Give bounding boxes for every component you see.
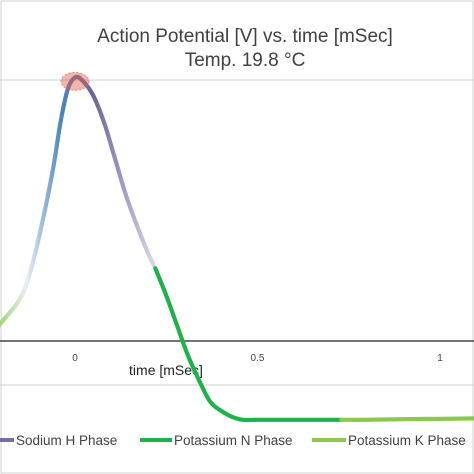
- legend: Sodium H Phase Potassium N Phase Potassi…: [0, 433, 466, 448]
- peak-marker: [60, 71, 90, 91]
- legend-label-potassium-n: Potassium N Phase: [174, 433, 293, 448]
- legend-item-potassium-k: Potassium K Phase: [312, 433, 466, 448]
- series-sodium-h-line: [0, 74, 158, 328]
- legend-label-sodium-h: Sodium H Phase: [16, 433, 117, 448]
- legend-item-sodium-h: Sodium H Phase: [0, 433, 117, 448]
- series-layer: [0, 74, 474, 423]
- x-tick-label: 1: [437, 353, 443, 364]
- chart-title: Action Potential [V] vs. time [mSec]: [97, 26, 393, 47]
- series-potassium-n-line: [153, 266, 344, 423]
- series-potassium-k-line: [339, 416, 474, 422]
- x-tick-label: 0: [72, 353, 78, 364]
- x-axis-ticks: 0 0.5 1: [72, 353, 443, 364]
- marker-layer: [60, 71, 90, 91]
- legend-label-potassium-k: Potassium K Phase: [348, 433, 466, 448]
- chart-subtitle: Temp. 19.8 °C: [185, 50, 306, 71]
- x-axis-label: time [mSec]: [129, 362, 203, 378]
- x-tick-label: 0.5: [251, 353, 265, 364]
- legend-item-potassium-n: Potassium N Phase: [140, 433, 293, 448]
